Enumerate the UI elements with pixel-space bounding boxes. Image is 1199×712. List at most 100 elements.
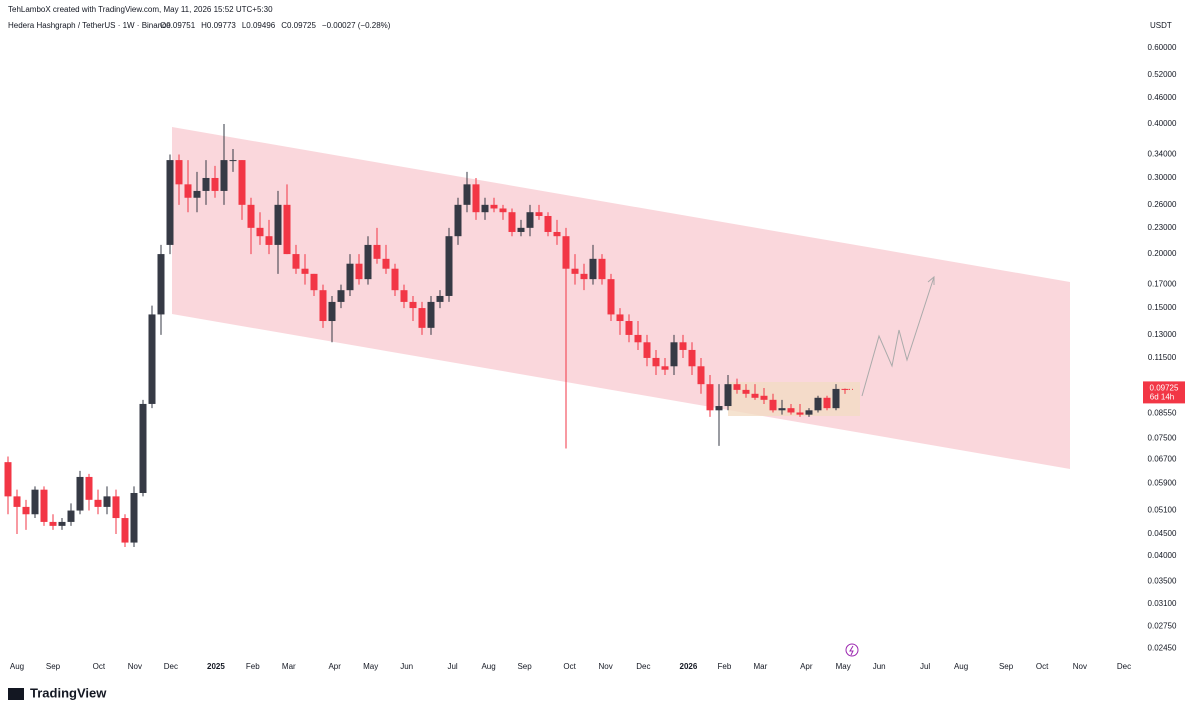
- y-tick-label: 0.05900: [1148, 478, 1177, 487]
- candle-body: [769, 399, 777, 411]
- candle-body: [760, 395, 768, 400]
- event-icon[interactable]: [845, 643, 859, 657]
- x-tick-label: Jul: [920, 662, 930, 671]
- candle-body: [121, 518, 129, 543]
- candle-body: [94, 499, 102, 507]
- x-tick-label: May: [363, 662, 378, 671]
- candle-body: [256, 227, 264, 237]
- candle-body: [283, 204, 291, 255]
- candle-body: [778, 408, 786, 411]
- y-tick-label: 0.40000: [1148, 119, 1177, 128]
- candle-body: [22, 506, 30, 515]
- y-tick-label: 0.07500: [1148, 433, 1177, 442]
- x-tick-label: Oct: [563, 662, 576, 671]
- x-tick-label: Dec: [1117, 662, 1131, 671]
- candle-body: [526, 212, 534, 228]
- channel: [172, 127, 1070, 469]
- candle-body: [175, 160, 183, 185]
- y-tick-label: 0.46000: [1148, 93, 1177, 102]
- candle-body: [130, 492, 138, 543]
- candle-body: [436, 295, 444, 302]
- candle-body: [40, 489, 48, 522]
- x-tick-label: Jun: [873, 662, 886, 671]
- x-tick-label: Feb: [246, 662, 260, 671]
- y-tick-label: 0.17000: [1148, 280, 1177, 289]
- candle-body: [391, 268, 399, 291]
- x-tick-label: Mar: [754, 662, 768, 671]
- y-tick-label: 0.30000: [1148, 173, 1177, 182]
- event-bolt: [849, 645, 854, 656]
- y-tick-label: 0.13000: [1148, 330, 1177, 339]
- candle-body: [652, 357, 660, 367]
- x-tick-label: Jun: [400, 662, 413, 671]
- candle-body: [724, 384, 732, 407]
- candle-body: [184, 184, 192, 198]
- x-tick-label: Dec: [164, 662, 178, 671]
- candle-body: [292, 254, 300, 269]
- x-tick-label: Jul: [447, 662, 457, 671]
- candle-body: [670, 342, 678, 367]
- candle-body: [427, 301, 435, 328]
- x-tick-label: Nov: [128, 662, 142, 671]
- symbol: Hedera Hashgraph / TetherUS · 1W · Binan…: [8, 21, 171, 30]
- x-tick-label: Sep: [999, 662, 1014, 671]
- candle-body: [607, 279, 615, 315]
- x-tick-label: Feb: [718, 662, 732, 671]
- ohlc-legend: O0.09751 H0.09773 L0.09496 C0.09725 −0.00027…: [160, 21, 391, 30]
- x-tick-label: Oct: [1036, 662, 1049, 671]
- candle-body: [508, 212, 516, 232]
- x-tick-label: Oct: [93, 662, 106, 671]
- candle-body: [499, 208, 507, 213]
- candle-body: [589, 258, 597, 280]
- candle-body: [553, 231, 561, 237]
- candle-body: [193, 190, 201, 198]
- candle-body: [31, 489, 39, 515]
- y-tick-label: 0.04500: [1148, 529, 1177, 538]
- y-tick-label: 0.26000: [1148, 200, 1177, 209]
- y-tick-label: 0.08550: [1148, 409, 1177, 418]
- candle-body: [112, 496, 120, 519]
- x-tick-label: Mar: [282, 662, 296, 671]
- candle-body: [481, 204, 489, 213]
- x-axis: Aug Sep Oct Nov Dec 2025 Feb Mar Apr May Jun Jul Aug…: [10, 658, 1131, 671]
- candle-body: [301, 268, 309, 274]
- candle-body: [220, 160, 228, 191]
- candle-body: [688, 349, 696, 367]
- candle-body: [598, 258, 606, 280]
- candle-body: [454, 204, 462, 237]
- candle-body: [13, 496, 21, 507]
- x-tick-label: Sep: [46, 662, 61, 671]
- candle-body: [346, 263, 354, 291]
- candle-body: [751, 393, 759, 398]
- x-tick-label: Dec: [636, 662, 650, 671]
- y-tick-label: 0.02750: [1148, 622, 1177, 631]
- candle-body: [832, 388, 840, 409]
- brand-logo: [8, 688, 24, 700]
- candle-body: [103, 496, 111, 507]
- y-tick-label: 0.11500: [1148, 353, 1177, 362]
- y-tick-label: 0.52000: [1148, 70, 1177, 79]
- y-tick-label: 0.15000: [1148, 303, 1177, 312]
- candle-body: [814, 397, 822, 411]
- price-tag-countdown: 6d 14h: [1150, 393, 1174, 402]
- y-tick-label: 0.20000: [1148, 249, 1177, 258]
- candle-body: [535, 212, 543, 216]
- candle-body: [139, 403, 147, 493]
- legend-item: C0.09725: [281, 21, 316, 30]
- y-tick-label: 0.03100: [1148, 599, 1177, 608]
- candle-body: [490, 204, 498, 209]
- candle-body: [697, 366, 705, 385]
- x-tick-label: May: [836, 662, 851, 671]
- candle-body: [409, 301, 417, 309]
- candle-body: [265, 236, 273, 245]
- arrow-head: [927, 275, 935, 285]
- brand: TradingView: [30, 685, 107, 700]
- candle-body: [211, 177, 219, 191]
- candle-body: [445, 236, 453, 296]
- y-tick-label: 0.23000: [1148, 223, 1177, 232]
- x-tick-label: Nov: [1073, 662, 1087, 671]
- legend-item: O0.09751: [160, 21, 196, 30]
- candle-body: [364, 244, 372, 280]
- legend-item: −0.00027 (−0.28%): [322, 21, 391, 30]
